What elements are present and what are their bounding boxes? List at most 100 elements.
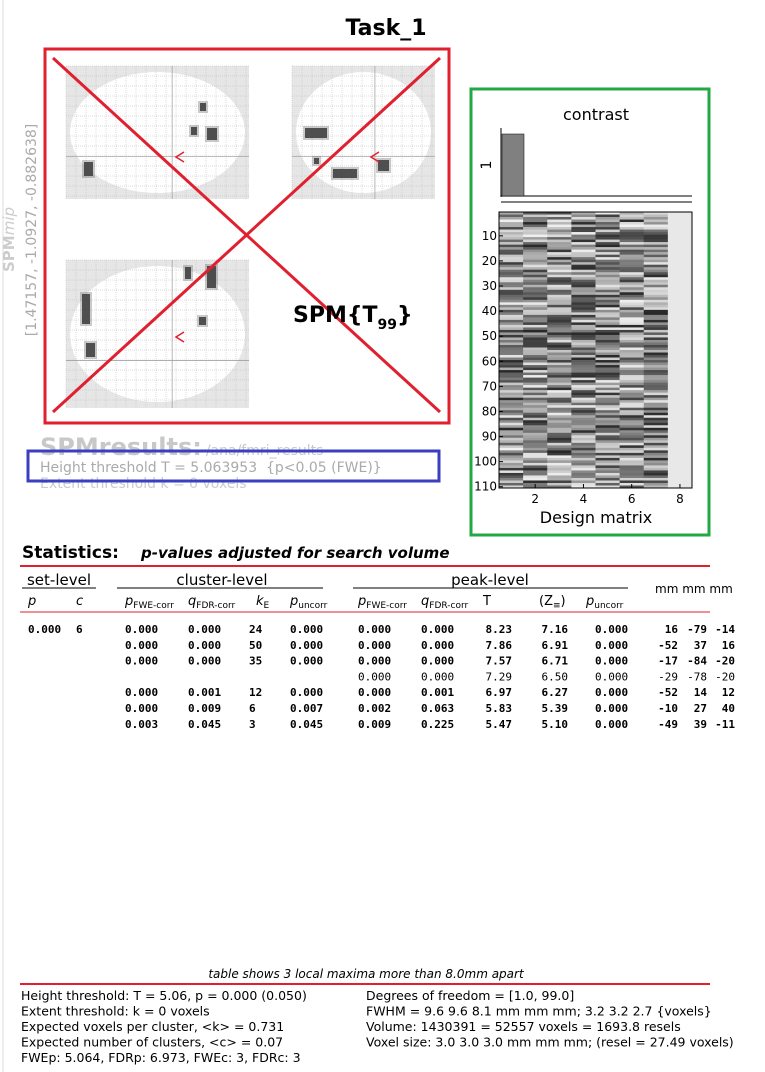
- table-cell: -14: [715, 623, 735, 636]
- design-matrix-cell: [643, 425, 669, 429]
- design-matrix-cell: [667, 457, 693, 461]
- activation-halo: [198, 101, 208, 113]
- design-matrix-cell: [499, 227, 524, 230]
- design-matrix-cell: [523, 219, 548, 223]
- design-matrix-cell: [595, 287, 620, 291]
- design-matrix-cell: [595, 425, 620, 429]
- design-matrix-cell: [547, 287, 572, 291]
- design-matrix-cell: [619, 432, 645, 436]
- design-matrix-cell: [547, 442, 572, 446]
- design-matrix-cell: [619, 307, 645, 311]
- design-matrix-cell: [571, 435, 596, 439]
- design-matrix-cell: [499, 440, 524, 444]
- design-matrix-cell: [547, 440, 572, 444]
- design-matrix-cell: [619, 457, 645, 461]
- table-cell: 0.000: [358, 686, 391, 699]
- activation-blob: [305, 128, 327, 138]
- y-tick-label: 70: [482, 379, 497, 393]
- design-matrix-cell: [619, 334, 645, 338]
- design-matrix-cell: [619, 314, 645, 318]
- design-matrix-cell: [619, 422, 645, 426]
- mm-header: mm mm mm: [655, 582, 733, 596]
- footer-line: Expected voxels per cluster, <k> = 0.731: [21, 1019, 284, 1034]
- design-matrix-cell: [523, 380, 548, 383]
- design-matrix-cell: [547, 455, 572, 459]
- design-matrix-cell: [499, 462, 524, 466]
- design-matrix-cell: [667, 415, 693, 419]
- design-matrix-cell: [643, 267, 669, 271]
- design-matrix-cell: [619, 385, 645, 388]
- design-matrix-cell: [643, 412, 669, 416]
- design-matrix-cell: [547, 367, 572, 371]
- design-matrix-cell: [499, 244, 524, 248]
- design-matrix-cell: [547, 342, 572, 346]
- design-matrix-cell: [595, 395, 620, 398]
- design-matrix-cell: [523, 362, 548, 366]
- statistics-table: 0.000 6 0.000 0.000 24 0.000 0.000 0.000 8.23 7.1…: [28, 623, 735, 731]
- design-matrix-cell: [499, 267, 524, 271]
- table-cell: 8.23: [486, 623, 513, 636]
- design-matrix-cell: [571, 400, 596, 403]
- design-matrix-cell: [667, 304, 693, 308]
- table-cell: 6.50: [542, 670, 569, 683]
- design-matrix-cell: [595, 402, 620, 406]
- design-matrix-cell: [595, 247, 620, 250]
- design-matrix-cell: [643, 302, 669, 306]
- design-matrix-cell: [595, 327, 620, 331]
- design-matrix-cell: [643, 437, 669, 441]
- design-matrix-cell: [523, 455, 548, 459]
- design-matrix-cell: [571, 227, 596, 230]
- design-matrix-cell: [667, 462, 693, 466]
- design-matrix-cell: [499, 472, 524, 476]
- design-matrix-cell: [499, 350, 524, 353]
- design-matrix-cell: [571, 237, 596, 240]
- design-matrix-cell: [643, 224, 669, 228]
- side-label-main: SPM: [0, 235, 18, 272]
- design-matrix-cell: [499, 224, 524, 228]
- design-matrix-cell: [547, 279, 572, 283]
- extent-threshold: Extent threshold k = 0 voxels: [40, 476, 247, 492]
- design-matrix-cell: [547, 460, 572, 464]
- table-cell: 16: [665, 623, 679, 636]
- design-matrix-cell: [667, 289, 693, 293]
- design-matrix-cell: [571, 334, 596, 338]
- design-matrix-cell: [523, 447, 548, 451]
- design-matrix-cell: [571, 212, 596, 215]
- design-matrix-cell: [667, 362, 693, 366]
- column-header: p: [27, 594, 36, 609]
- design-matrix-cell: [619, 299, 645, 303]
- design-matrix-cell: [619, 304, 645, 308]
- design-matrix-cell: [619, 327, 645, 331]
- design-matrix-cell: [499, 274, 524, 278]
- table-cell: -52: [658, 686, 678, 699]
- design-matrix-cell: [499, 279, 524, 283]
- design-matrix-cell: [547, 339, 572, 343]
- table-cell: 0.000: [188, 639, 221, 652]
- design-matrix-cell: [547, 267, 572, 271]
- activation-blob: [185, 267, 191, 279]
- design-matrix-cell: [499, 375, 524, 378]
- design-matrix-cell: [547, 304, 572, 308]
- design-matrix-cell: [667, 337, 693, 341]
- design-matrix-cell: [643, 319, 669, 323]
- design-matrix-cell: [499, 249, 524, 253]
- design-matrix-cell: [523, 327, 548, 331]
- design-matrix-cell: [547, 425, 572, 429]
- design-matrix-cell: [547, 462, 572, 466]
- design-matrix-cell: [643, 422, 669, 426]
- design-matrix-cell: [499, 299, 524, 303]
- cross-line: [51, 56, 442, 414]
- design-matrix-cell: [643, 347, 669, 351]
- design-matrix-cell: [523, 372, 548, 376]
- design-matrix-cell: [571, 277, 596, 281]
- design-matrix-cell: [619, 465, 645, 469]
- activation-halo: [331, 167, 359, 180]
- design-matrix-cell: [619, 437, 645, 441]
- side-label: SPMmip: [0, 207, 18, 272]
- column-header-sub: FDR-corr: [196, 601, 235, 611]
- design-matrix-cell: [499, 420, 524, 424]
- design-matrix-cell: [643, 332, 669, 336]
- design-matrix-cell: [667, 425, 693, 429]
- design-matrix-cell: [667, 219, 693, 223]
- design-matrix-cell: [619, 402, 645, 406]
